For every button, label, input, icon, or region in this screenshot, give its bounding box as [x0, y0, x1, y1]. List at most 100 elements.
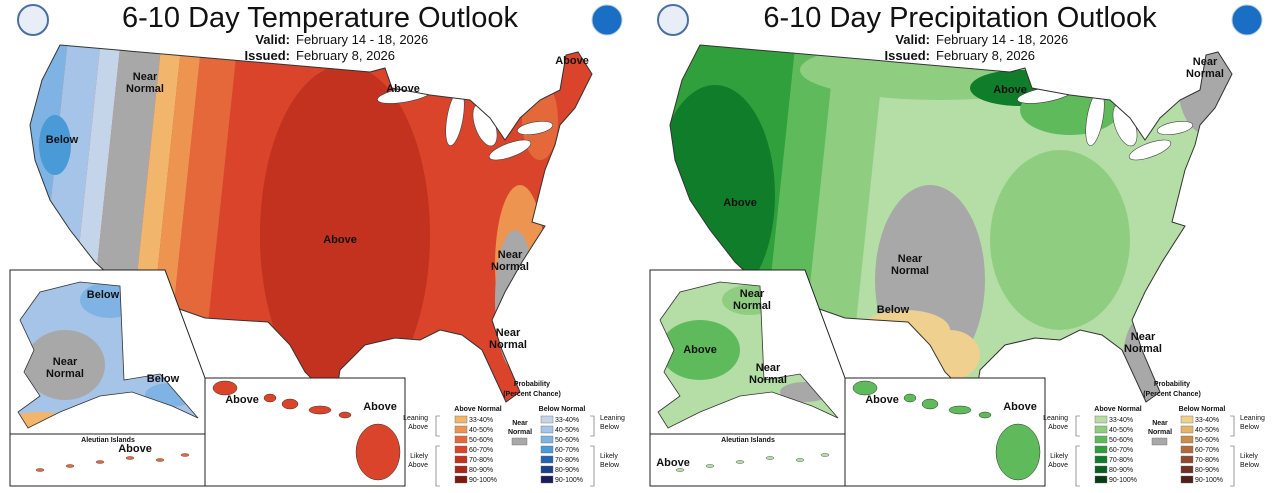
island — [281, 398, 299, 410]
island — [675, 468, 685, 472]
region-label: Above — [865, 394, 899, 406]
legend-range: 90-100% — [469, 477, 497, 484]
island — [765, 456, 775, 460]
region-label: Above — [555, 55, 589, 67]
lake — [488, 139, 532, 161]
legend-swatch — [1094, 475, 1108, 484]
island — [65, 464, 75, 468]
island — [355, 423, 401, 481]
legend-title: (Percent Chance) — [503, 391, 561, 398]
region-label: Normal — [733, 300, 771, 312]
region-label: Above — [993, 84, 1027, 96]
island — [212, 380, 238, 396]
legend-brace — [435, 445, 440, 487]
legend-range: 40-50% — [469, 427, 493, 434]
region-label: Below — [877, 304, 910, 316]
map-title: 6-10 Day Temperature Outlook — [122, 2, 519, 34]
legend-near-title: Normal — [508, 429, 532, 436]
legend-swatch — [1151, 437, 1168, 446]
legend-above-title: Above Normal — [454, 406, 502, 413]
legend-swatch — [454, 455, 468, 464]
legend-brace — [1075, 445, 1080, 487]
legend-swatch — [454, 435, 468, 444]
legend-swatch — [1094, 435, 1108, 444]
legend-range: 60-70% — [469, 447, 493, 454]
issued-label: Issued: — [884, 48, 930, 63]
legend-title: Probability — [1154, 381, 1190, 388]
legend-swatch — [1094, 465, 1108, 474]
region-label: Near — [53, 356, 78, 368]
legend-title: Probability — [514, 381, 550, 388]
legend-group: Below — [1240, 424, 1260, 431]
band — [660, 320, 740, 380]
lake — [1156, 121, 1194, 135]
legend-range: 70-80% — [1109, 457, 1133, 464]
region-label: Near — [133, 71, 158, 83]
island — [35, 468, 45, 472]
region-label: Above — [363, 401, 397, 413]
legend-group: Below — [600, 424, 620, 431]
region-label: Near — [496, 327, 521, 339]
legend-group: Leaning — [600, 415, 625, 422]
legend-range: 90-100% — [1109, 477, 1137, 484]
legend-range: 90-100% — [1195, 477, 1223, 484]
region-label: Below — [46, 134, 79, 146]
lake — [516, 121, 554, 135]
legend-group: Leaning — [1240, 415, 1265, 422]
island — [852, 380, 878, 396]
legend-swatch — [511, 437, 528, 446]
issued-date: February 8, 2026 — [296, 48, 395, 63]
region-label: Above — [323, 234, 357, 246]
legend-range: 80-90% — [1195, 467, 1219, 474]
legend-range: 50-60% — [1195, 437, 1219, 444]
map-title: 6-10 Day Precipitation Outlook — [763, 2, 1157, 34]
legend-range: 60-70% — [1109, 447, 1133, 454]
region-label: Above — [118, 443, 152, 455]
legend-swatch — [1180, 425, 1194, 434]
legend-swatch — [454, 475, 468, 484]
legend-swatch — [540, 455, 554, 464]
legend-near-title: Near — [512, 420, 528, 427]
issued-label: Issued: — [244, 48, 290, 63]
island — [795, 458, 805, 462]
band — [39, 115, 71, 175]
legend-range: 33-40% — [555, 417, 579, 424]
legend-range: 50-60% — [1109, 437, 1133, 444]
legend-swatch — [454, 415, 468, 424]
legend-range: 60-70% — [1195, 447, 1219, 454]
island — [125, 456, 135, 460]
legend-swatch — [540, 465, 554, 474]
legend-range: 80-90% — [469, 467, 493, 474]
legend-group: Above — [408, 424, 428, 431]
legend-swatch — [1094, 415, 1108, 424]
region-label: Below — [87, 289, 120, 301]
legend-swatch — [540, 415, 554, 424]
legend-range: 40-50% — [555, 427, 579, 434]
legend-group: Leaning — [403, 415, 428, 422]
valid-dates: February 14 - 18, 2026 — [936, 32, 1068, 47]
legend-below-title: Below Normal — [1179, 406, 1226, 413]
region-label: Near — [1131, 331, 1156, 343]
region-label: Above — [1003, 401, 1037, 413]
legend-brace — [1075, 415, 1080, 437]
region-label: Normal — [489, 339, 527, 351]
legend-group: Likely — [1240, 453, 1258, 460]
island — [95, 460, 105, 464]
legend-swatch — [1094, 445, 1108, 454]
legend-range: 70-80% — [555, 457, 579, 464]
aleutian-title: Aleutian Islands — [81, 437, 135, 444]
legend-group: Likely — [600, 453, 618, 460]
region-label: Below — [147, 373, 180, 385]
region-label: Above — [225, 394, 259, 406]
region-label: Normal — [891, 265, 929, 277]
region-label: Normal — [491, 261, 529, 273]
region-label: Normal — [1124, 343, 1162, 355]
region-label: Near — [740, 288, 765, 300]
island — [921, 398, 939, 410]
issued-date: February 8, 2026 — [936, 48, 1035, 63]
legend-swatch — [454, 425, 468, 434]
legend-group: Above — [1048, 462, 1068, 469]
legend-swatch — [1094, 425, 1108, 434]
